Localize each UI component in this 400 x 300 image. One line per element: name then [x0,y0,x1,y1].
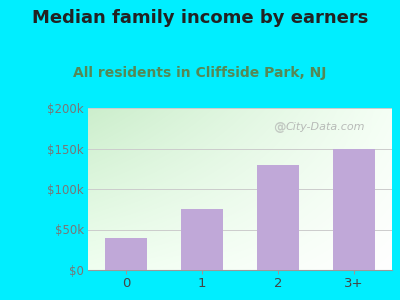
Text: Median family income by earners: Median family income by earners [32,9,368,27]
Text: City-Data.com: City-Data.com [285,122,365,132]
Text: @: @ [273,121,286,134]
Bar [105,238,147,270]
Bar [181,209,223,270]
Bar [333,148,375,270]
Text: All residents in Cliffside Park, NJ: All residents in Cliffside Park, NJ [73,66,327,80]
Bar [257,165,299,270]
